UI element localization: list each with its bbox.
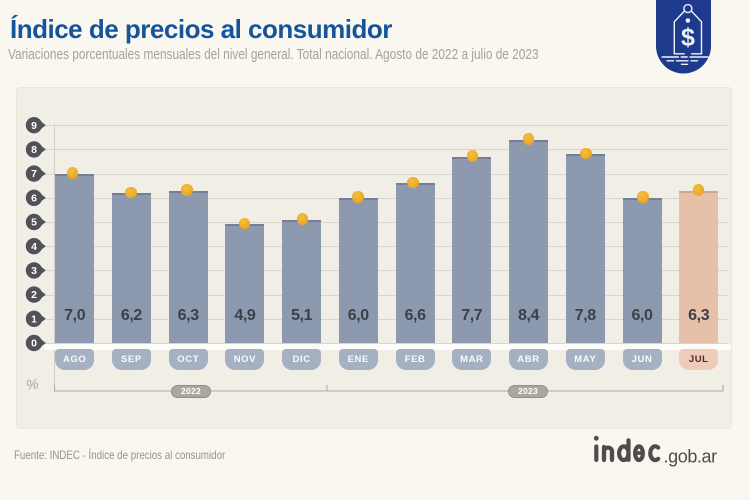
- svg-text:$: $: [681, 24, 695, 52]
- svg-text:2: 2: [31, 289, 37, 301]
- svg-text:0: 0: [31, 338, 37, 350]
- svg-text:4: 4: [31, 241, 37, 253]
- svg-text:6: 6: [31, 192, 37, 204]
- svg-text:3: 3: [31, 265, 37, 277]
- svg-text:.gob.ar: .gob.ar: [664, 446, 718, 466]
- svg-text:8: 8: [31, 144, 37, 156]
- svg-text:5: 5: [31, 217, 37, 229]
- svg-text:7: 7: [31, 168, 37, 180]
- svg-text:9: 9: [31, 120, 37, 132]
- svg-text:1: 1: [31, 313, 37, 325]
